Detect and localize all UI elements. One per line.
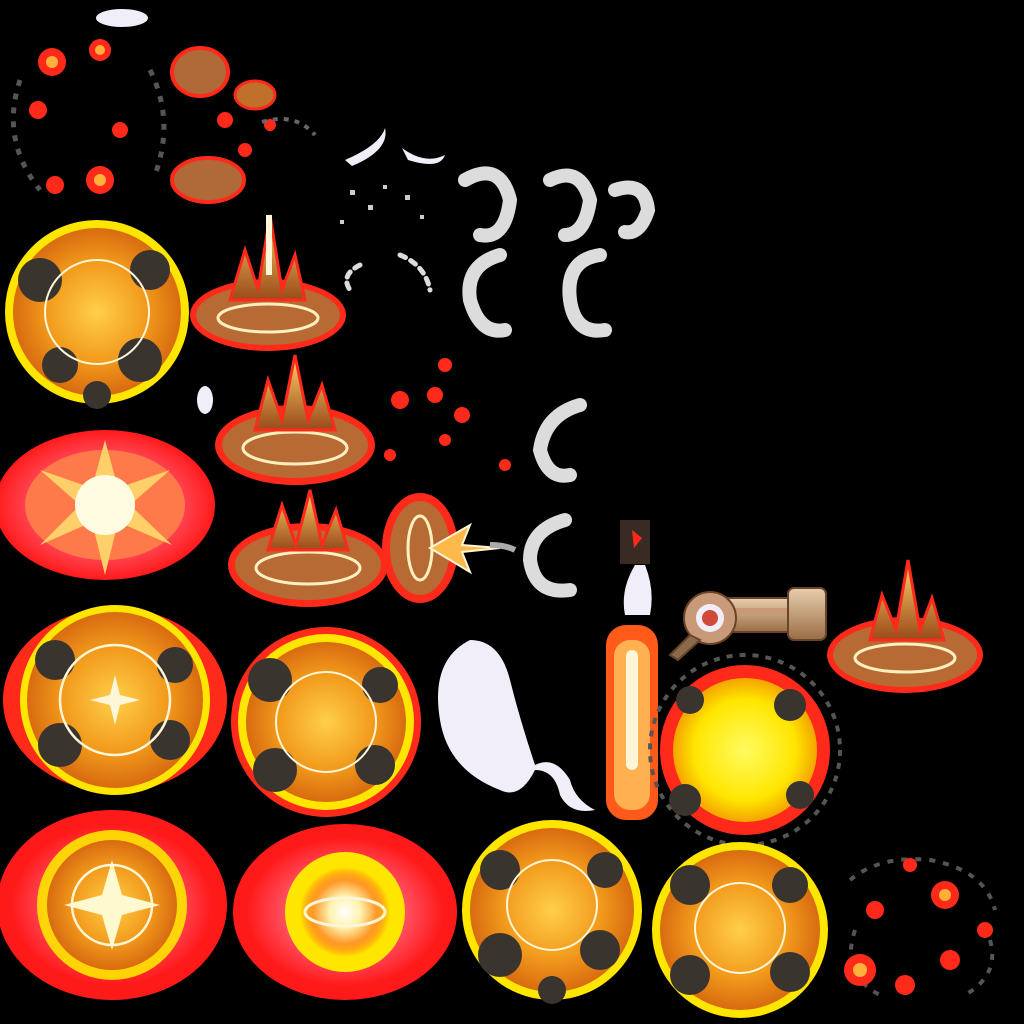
yellow-fireball: [648, 653, 842, 847]
explosion-smoke-ring: [462, 820, 642, 1004]
explosion-smoke-ring: [3, 605, 227, 795]
rocket-missile: [606, 520, 658, 820]
ground-burst: [228, 489, 388, 607]
flash-star: [0, 810, 227, 1000]
white-streaks: [340, 128, 445, 224]
ember-cluster: [384, 358, 511, 471]
flash-star: [0, 430, 215, 580]
ember-cluster: [170, 46, 317, 204]
ground-burst: [827, 559, 983, 693]
flash-star: [233, 824, 457, 1000]
muzzle-flash: [382, 493, 517, 603]
sparks-dispersing: [10, 9, 167, 194]
ghost-trail: [438, 640, 595, 811]
explosion-smoke-ring: [5, 220, 189, 409]
ground-burst: [190, 214, 346, 351]
cannon-launcher: [668, 587, 827, 662]
explosion-smoke-ring: [652, 842, 828, 1018]
fading-debris: [844, 857, 997, 997]
explosion-smoke-ring: [231, 627, 421, 817]
ground-burst: [197, 354, 375, 485]
smoke-puffs: [344, 166, 656, 598]
